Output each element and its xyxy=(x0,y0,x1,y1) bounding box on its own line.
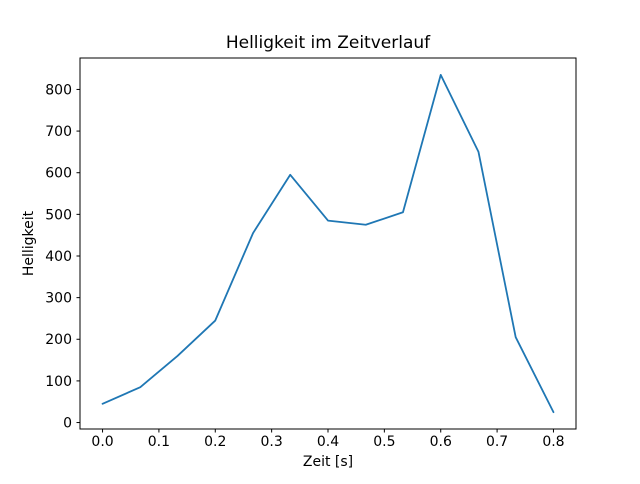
x-tick-label: 0.6 xyxy=(430,434,452,450)
y-axis-ticks: 0 100 200 300 400 500 600 700 800 xyxy=(45,82,80,431)
x-tick-label: 0.7 xyxy=(486,434,508,450)
y-axis-label: Helligkeit xyxy=(21,210,37,276)
x-tick-label: 0.1 xyxy=(148,434,170,450)
x-axis-ticks: 0.0 0.1 0.2 0.3 0.4 0.5 0.6 0.7 0.8 xyxy=(91,429,565,450)
y-tick-label: 600 xyxy=(45,166,72,182)
x-axis-label: Zeit [s] xyxy=(303,454,353,470)
x-tick-label: 0.0 xyxy=(91,434,113,450)
x-tick-label: 0.5 xyxy=(373,434,395,450)
x-tick-label: 0.3 xyxy=(261,434,283,450)
data-line xyxy=(101,73,555,414)
y-tick-label: 100 xyxy=(45,374,72,390)
x-tick-label: 0.8 xyxy=(542,434,564,450)
y-tick-label: 800 xyxy=(45,82,72,98)
axes-border xyxy=(79,57,577,430)
x-tick-label: 0.2 xyxy=(204,434,226,450)
y-tick-label: 400 xyxy=(45,249,72,265)
y-tick-label: 200 xyxy=(45,332,72,348)
y-tick-label: 700 xyxy=(45,124,72,140)
y-tick-label: 300 xyxy=(45,291,72,307)
y-tick-label: 500 xyxy=(45,207,72,223)
chart-title: Helligkeit im Zeitverlauf xyxy=(226,33,431,53)
x-tick-label: 0.4 xyxy=(317,434,339,450)
plot-area xyxy=(80,58,576,429)
y-tick-label: 0 xyxy=(63,415,72,431)
